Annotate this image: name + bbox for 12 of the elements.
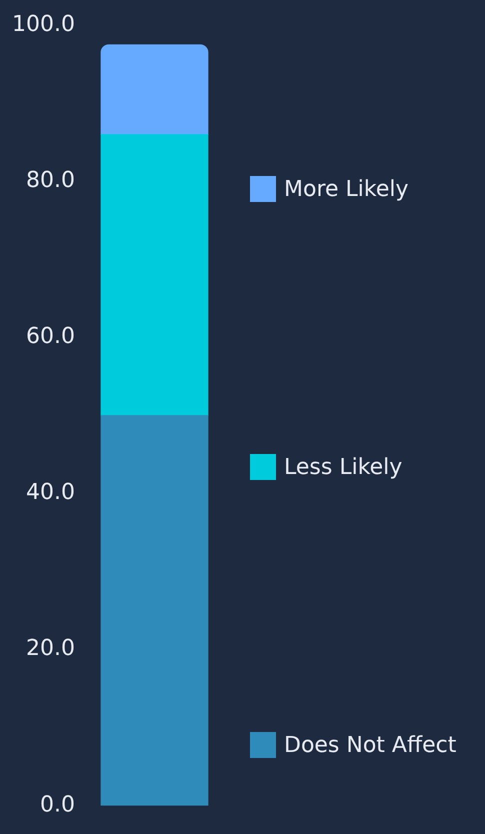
y-tick-label: 20.0 xyxy=(26,636,75,662)
bar xyxy=(100,44,208,135)
legend-label: Does Not Affect xyxy=(284,732,456,758)
y-tick-label: 0.0 xyxy=(40,792,75,818)
legend-label: Less Likely xyxy=(284,454,402,480)
y-tick-label: 40.0 xyxy=(26,480,75,506)
bar xyxy=(100,134,208,416)
y-tick-label: 60.0 xyxy=(26,324,75,350)
y-tick-label: 80.0 xyxy=(26,168,75,193)
legend-label: More Likely xyxy=(284,176,409,202)
y-tick-label: 100.0 xyxy=(12,12,75,37)
bar xyxy=(100,415,208,806)
